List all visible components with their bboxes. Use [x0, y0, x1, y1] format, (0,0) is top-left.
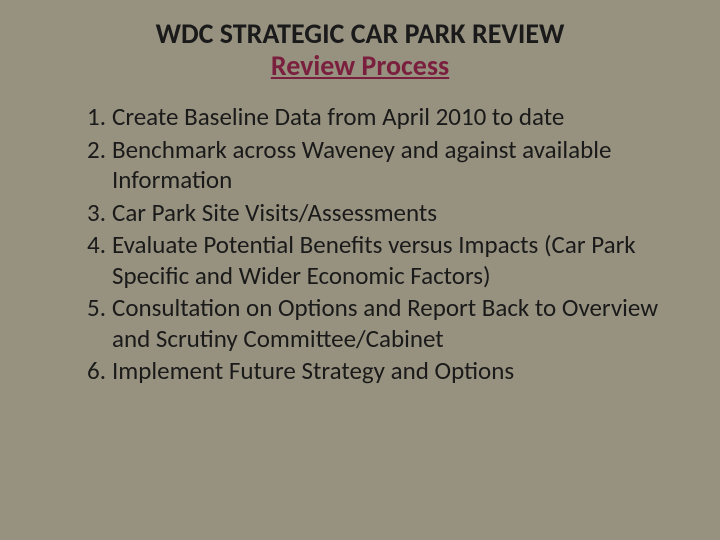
list-item: Consultation on Options and Report Back …	[98, 293, 670, 354]
list-item: Create Baseline Data from April 2010 to …	[98, 102, 670, 133]
title-line-1: WDC STRATEGIC CAR PARK REVIEW	[40, 18, 680, 50]
list-item: Implement Future Strategy and Options	[98, 356, 670, 387]
list-item: Car Park Site Visits/Assessments	[98, 198, 670, 229]
list-item: Evaluate Potential Benefits versus Impac…	[98, 230, 670, 291]
slide: WDC STRATEGIC CAR PARK REVIEW Review Pro…	[0, 0, 720, 540]
title-block: WDC STRATEGIC CAR PARK REVIEW Review Pro…	[40, 18, 680, 82]
list-item: Benchmark across Waveney and against ava…	[98, 135, 670, 196]
process-list: Create Baseline Data from April 2010 to …	[40, 102, 680, 387]
title-line-2: Review Process	[40, 50, 680, 82]
